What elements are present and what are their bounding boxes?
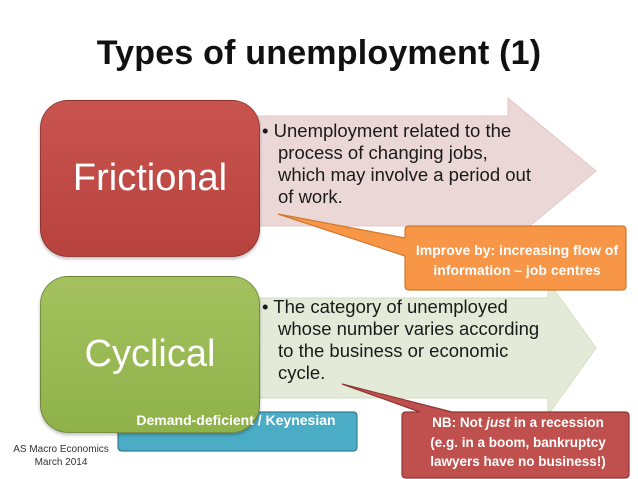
frictional-bullet: • Unemployment related to the process of…: [262, 120, 538, 208]
footer-credit: AS Macro Economics March 2014: [6, 443, 116, 469]
frictional-description: Unemployment related to the process of c…: [273, 120, 531, 207]
nb-callout: [341, 383, 630, 479]
bullet-marker: •: [262, 120, 269, 141]
nb-line-3: lawyers have no business!): [430, 454, 606, 469]
nb-suffix: in a recession: [510, 415, 604, 430]
improve-callout: [277, 213, 627, 291]
cyclical-heading: Cyclical: [84, 333, 216, 375]
frictional-box: Frictional: [40, 100, 260, 257]
nb-line-1: NB: Not just in a recession: [405, 413, 631, 433]
nb-prefix: NB: Not: [432, 415, 487, 430]
footer-course: AS Macro Economics: [13, 444, 109, 455]
cyclical-description: The category of unemployed whose number …: [273, 296, 540, 383]
cyclical-box: Cyclical: [40, 276, 260, 433]
cyclical-bullet: • The category of unemployed whose numbe…: [262, 296, 558, 384]
nb-callout-text: NB: Not just in a recession (e.g. in a b…: [405, 413, 631, 472]
footer-date: March 2014: [34, 457, 88, 468]
improve-callout-text: Improve by: increasing flow of informati…: [415, 242, 619, 278]
slide-title: Types of unemployment (1): [96, 34, 542, 72]
frictional-heading: Frictional: [72, 157, 228, 199]
nb-line-2: (e.g. in a boom, bankruptcy: [430, 434, 606, 450]
nb-emphasis: just: [486, 415, 511, 430]
demand-deficient-callout-text: Demand-deficient / Keynesian: [136, 412, 336, 428]
bullet-marker: •: [262, 296, 269, 317]
